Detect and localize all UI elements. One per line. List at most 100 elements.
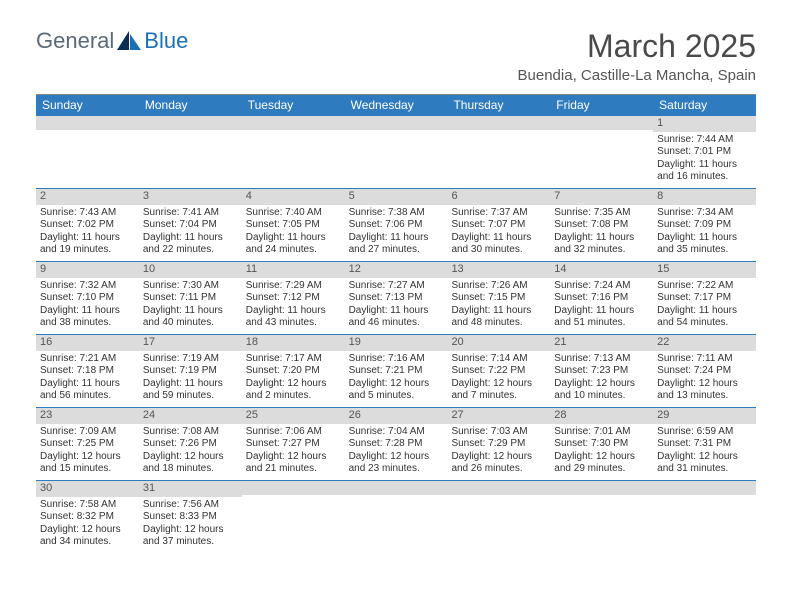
sunrise-text: Sunrise: 7:38 AM <box>349 207 444 220</box>
day-number: 16 <box>36 335 139 351</box>
day-number: 13 <box>447 262 550 278</box>
day-number: 9 <box>36 262 139 278</box>
day-body: Sunrise: 7:03 AMSunset: 7:29 PMDaylight:… <box>447 424 550 480</box>
daylight-text: Daylight: 12 hours and 37 minutes. <box>143 524 238 549</box>
day-cell: 22Sunrise: 7:11 AMSunset: 7:24 PMDayligh… <box>653 335 756 407</box>
daylight-text: Daylight: 11 hours and 32 minutes. <box>554 232 649 257</box>
sunrise-text: Sunrise: 7:26 AM <box>451 280 546 293</box>
sunrise-text: Sunrise: 7:27 AM <box>349 280 444 293</box>
day-cell <box>345 116 448 188</box>
day-number: 31 <box>139 481 242 497</box>
sunset-text: Sunset: 7:13 PM <box>349 292 444 305</box>
sunrise-text: Sunrise: 7:56 AM <box>143 499 238 512</box>
sunset-text: Sunset: 7:01 PM <box>657 146 752 159</box>
weekday-header: Saturday <box>653 95 756 116</box>
day-cell: 24Sunrise: 7:08 AMSunset: 7:26 PMDayligh… <box>139 408 242 480</box>
day-cell: 28Sunrise: 7:01 AMSunset: 7:30 PMDayligh… <box>550 408 653 480</box>
day-cell: 23Sunrise: 7:09 AMSunset: 7:25 PMDayligh… <box>36 408 139 480</box>
daylight-text: Daylight: 12 hours and 26 minutes. <box>451 451 546 476</box>
day-number: 28 <box>550 408 653 424</box>
day-cell: 9 Sunrise: 7:32 AMSunset: 7:10 PMDaylight… <box>36 262 139 334</box>
day-number <box>447 116 550 130</box>
day-number: 6 <box>447 189 550 205</box>
week-row: 9Sunrise: 7:32 AMSunset: 7:10 PMDaylight… <box>36 262 756 335</box>
sunset-text: Sunset: 7:27 PM <box>246 438 341 451</box>
day-body: Sunrise: 7:58 AMSunset: 8:32 PMDaylight:… <box>36 497 139 553</box>
day-body: Sunrise: 7:29 AMSunset: 7:12 PMDaylight:… <box>242 278 345 334</box>
sunset-text: Sunset: 7:20 PM <box>246 365 341 378</box>
day-cell <box>242 116 345 188</box>
week-row: 23Sunrise: 7:09 AMSunset: 7:25 PMDayligh… <box>36 408 756 481</box>
weeks-container: 1Sunrise: 7:44 AMSunset: 7:01 PMDaylight… <box>36 116 756 553</box>
sunset-text: Sunset: 7:15 PM <box>451 292 546 305</box>
day-cell: 7Sunrise: 7:35 AMSunset: 7:08 PMDaylight… <box>550 189 653 261</box>
sunrise-text: Sunrise: 7:32 AM <box>40 280 135 293</box>
sunset-text: Sunset: 7:23 PM <box>554 365 649 378</box>
weekday-header-row: Sunday Monday Tuesday Wednesday Thursday… <box>36 95 756 116</box>
day-body: Sunrise: 7:26 AMSunset: 7:15 PMDaylight:… <box>447 278 550 334</box>
day-cell: 10Sunrise: 7:30 AMSunset: 7:11 PMDayligh… <box>139 262 242 334</box>
day-number <box>550 481 653 495</box>
day-cell: 30Sunrise: 7:58 AMSunset: 8:32 PMDayligh… <box>36 481 139 553</box>
day-body: Sunrise: 7:40 AMSunset: 7:05 PMDaylight:… <box>242 205 345 261</box>
sunset-text: Sunset: 7:16 PM <box>554 292 649 305</box>
day-body: Sunrise: 7:21 AMSunset: 7:18 PMDaylight:… <box>36 351 139 407</box>
day-number: 12 <box>345 262 448 278</box>
day-cell <box>447 481 550 553</box>
day-number <box>447 481 550 495</box>
day-cell: 14Sunrise: 7:24 AMSunset: 7:16 PMDayligh… <box>550 262 653 334</box>
daylight-text: Daylight: 11 hours and 22 minutes. <box>143 232 238 257</box>
day-number: 30 <box>36 481 139 497</box>
day-body: Sunrise: 7:08 AMSunset: 7:26 PMDaylight:… <box>139 424 242 480</box>
sunrise-text: Sunrise: 7:08 AM <box>143 426 238 439</box>
sunrise-text: Sunrise: 7:04 AM <box>349 426 444 439</box>
sunrise-text: Sunrise: 7:03 AM <box>451 426 546 439</box>
sunrise-text: Sunrise: 7:44 AM <box>657 134 752 147</box>
brand-part1: General <box>36 28 114 54</box>
day-cell: 20Sunrise: 7:14 AMSunset: 7:22 PMDayligh… <box>447 335 550 407</box>
day-cell: 4Sunrise: 7:40 AMSunset: 7:05 PMDaylight… <box>242 189 345 261</box>
sunset-text: Sunset: 7:09 PM <box>657 219 752 232</box>
day-number: 25 <box>242 408 345 424</box>
daylight-text: Daylight: 11 hours and 30 minutes. <box>451 232 546 257</box>
daylight-text: Daylight: 12 hours and 21 minutes. <box>246 451 341 476</box>
sunrise-text: Sunrise: 7:01 AM <box>554 426 649 439</box>
sunrise-text: Sunrise: 7:21 AM <box>40 353 135 366</box>
day-cell: 12 Sunrise: 7:27 AMSunset: 7:13 PMDayligh… <box>345 262 448 334</box>
day-number: 24 <box>139 408 242 424</box>
sunrise-text: Sunrise: 7:43 AM <box>40 207 135 220</box>
daylight-text: Daylight: 11 hours and 16 minutes. <box>657 159 752 184</box>
daylight-text: Daylight: 12 hours and 5 minutes. <box>349 378 444 403</box>
day-number: 20 <box>447 335 550 351</box>
day-number: 26 <box>345 408 448 424</box>
day-body: Sunrise: 7:43 AMSunset: 7:02 PMDaylight:… <box>36 205 139 261</box>
day-body: Sunrise: 7:09 AMSunset: 7:25 PMDaylight:… <box>36 424 139 480</box>
day-number: 29 <box>653 408 756 424</box>
sunset-text: Sunset: 7:10 PM <box>40 292 135 305</box>
day-cell: 8Sunrise: 7:34 AMSunset: 7:09 PMDaylight… <box>653 189 756 261</box>
daylight-text: Daylight: 11 hours and 46 minutes. <box>349 305 444 330</box>
day-body: Sunrise: 7:14 AMSunset: 7:22 PMDaylight:… <box>447 351 550 407</box>
sunset-text: Sunset: 7:30 PM <box>554 438 649 451</box>
sunset-text: Sunset: 7:02 PM <box>40 219 135 232</box>
sunrise-text: Sunrise: 7:16 AM <box>349 353 444 366</box>
day-number <box>139 116 242 130</box>
day-number: 8 <box>653 189 756 205</box>
week-row: 2Sunrise: 7:43 AMSunset: 7:02 PMDaylight… <box>36 189 756 262</box>
month-title: March 2025 <box>518 28 756 65</box>
daylight-text: Daylight: 11 hours and 38 minutes. <box>40 305 135 330</box>
sunset-text: Sunset: 7:04 PM <box>143 219 238 232</box>
sunrise-text: Sunrise: 6:59 AM <box>657 426 752 439</box>
day-body: Sunrise: 7:16 AMSunset: 7:21 PMDaylight:… <box>345 351 448 407</box>
day-number: 15 <box>653 262 756 278</box>
day-body: Sunrise: 7:56 AMSunset: 8:33 PMDaylight:… <box>139 497 242 553</box>
day-number <box>242 481 345 495</box>
week-row: 30Sunrise: 7:58 AMSunset: 8:32 PMDayligh… <box>36 481 756 553</box>
sunset-text: Sunset: 7:19 PM <box>143 365 238 378</box>
day-cell: 25Sunrise: 7:06 AMSunset: 7:27 PMDayligh… <box>242 408 345 480</box>
day-number: 5 <box>345 189 448 205</box>
day-number: 22 <box>653 335 756 351</box>
sunset-text: Sunset: 7:12 PM <box>246 292 341 305</box>
sunrise-text: Sunrise: 7:41 AM <box>143 207 238 220</box>
day-body: Sunrise: 7:22 AMSunset: 7:17 PMDaylight:… <box>653 278 756 334</box>
